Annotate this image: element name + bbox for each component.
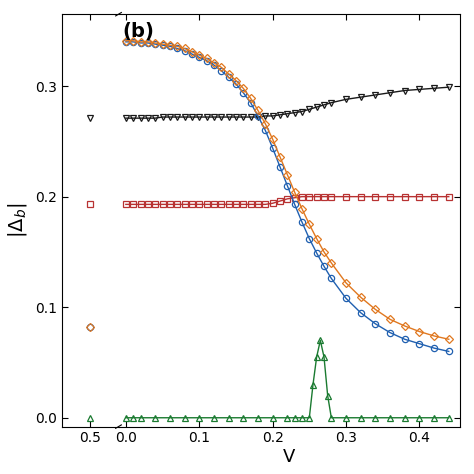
Text: $\mathbf{(b)}$: $\mathbf{(b)}$ <box>122 20 154 42</box>
X-axis label: V: V <box>283 448 295 466</box>
Y-axis label: $|\Delta_b|$: $|\Delta_b|$ <box>6 203 29 238</box>
